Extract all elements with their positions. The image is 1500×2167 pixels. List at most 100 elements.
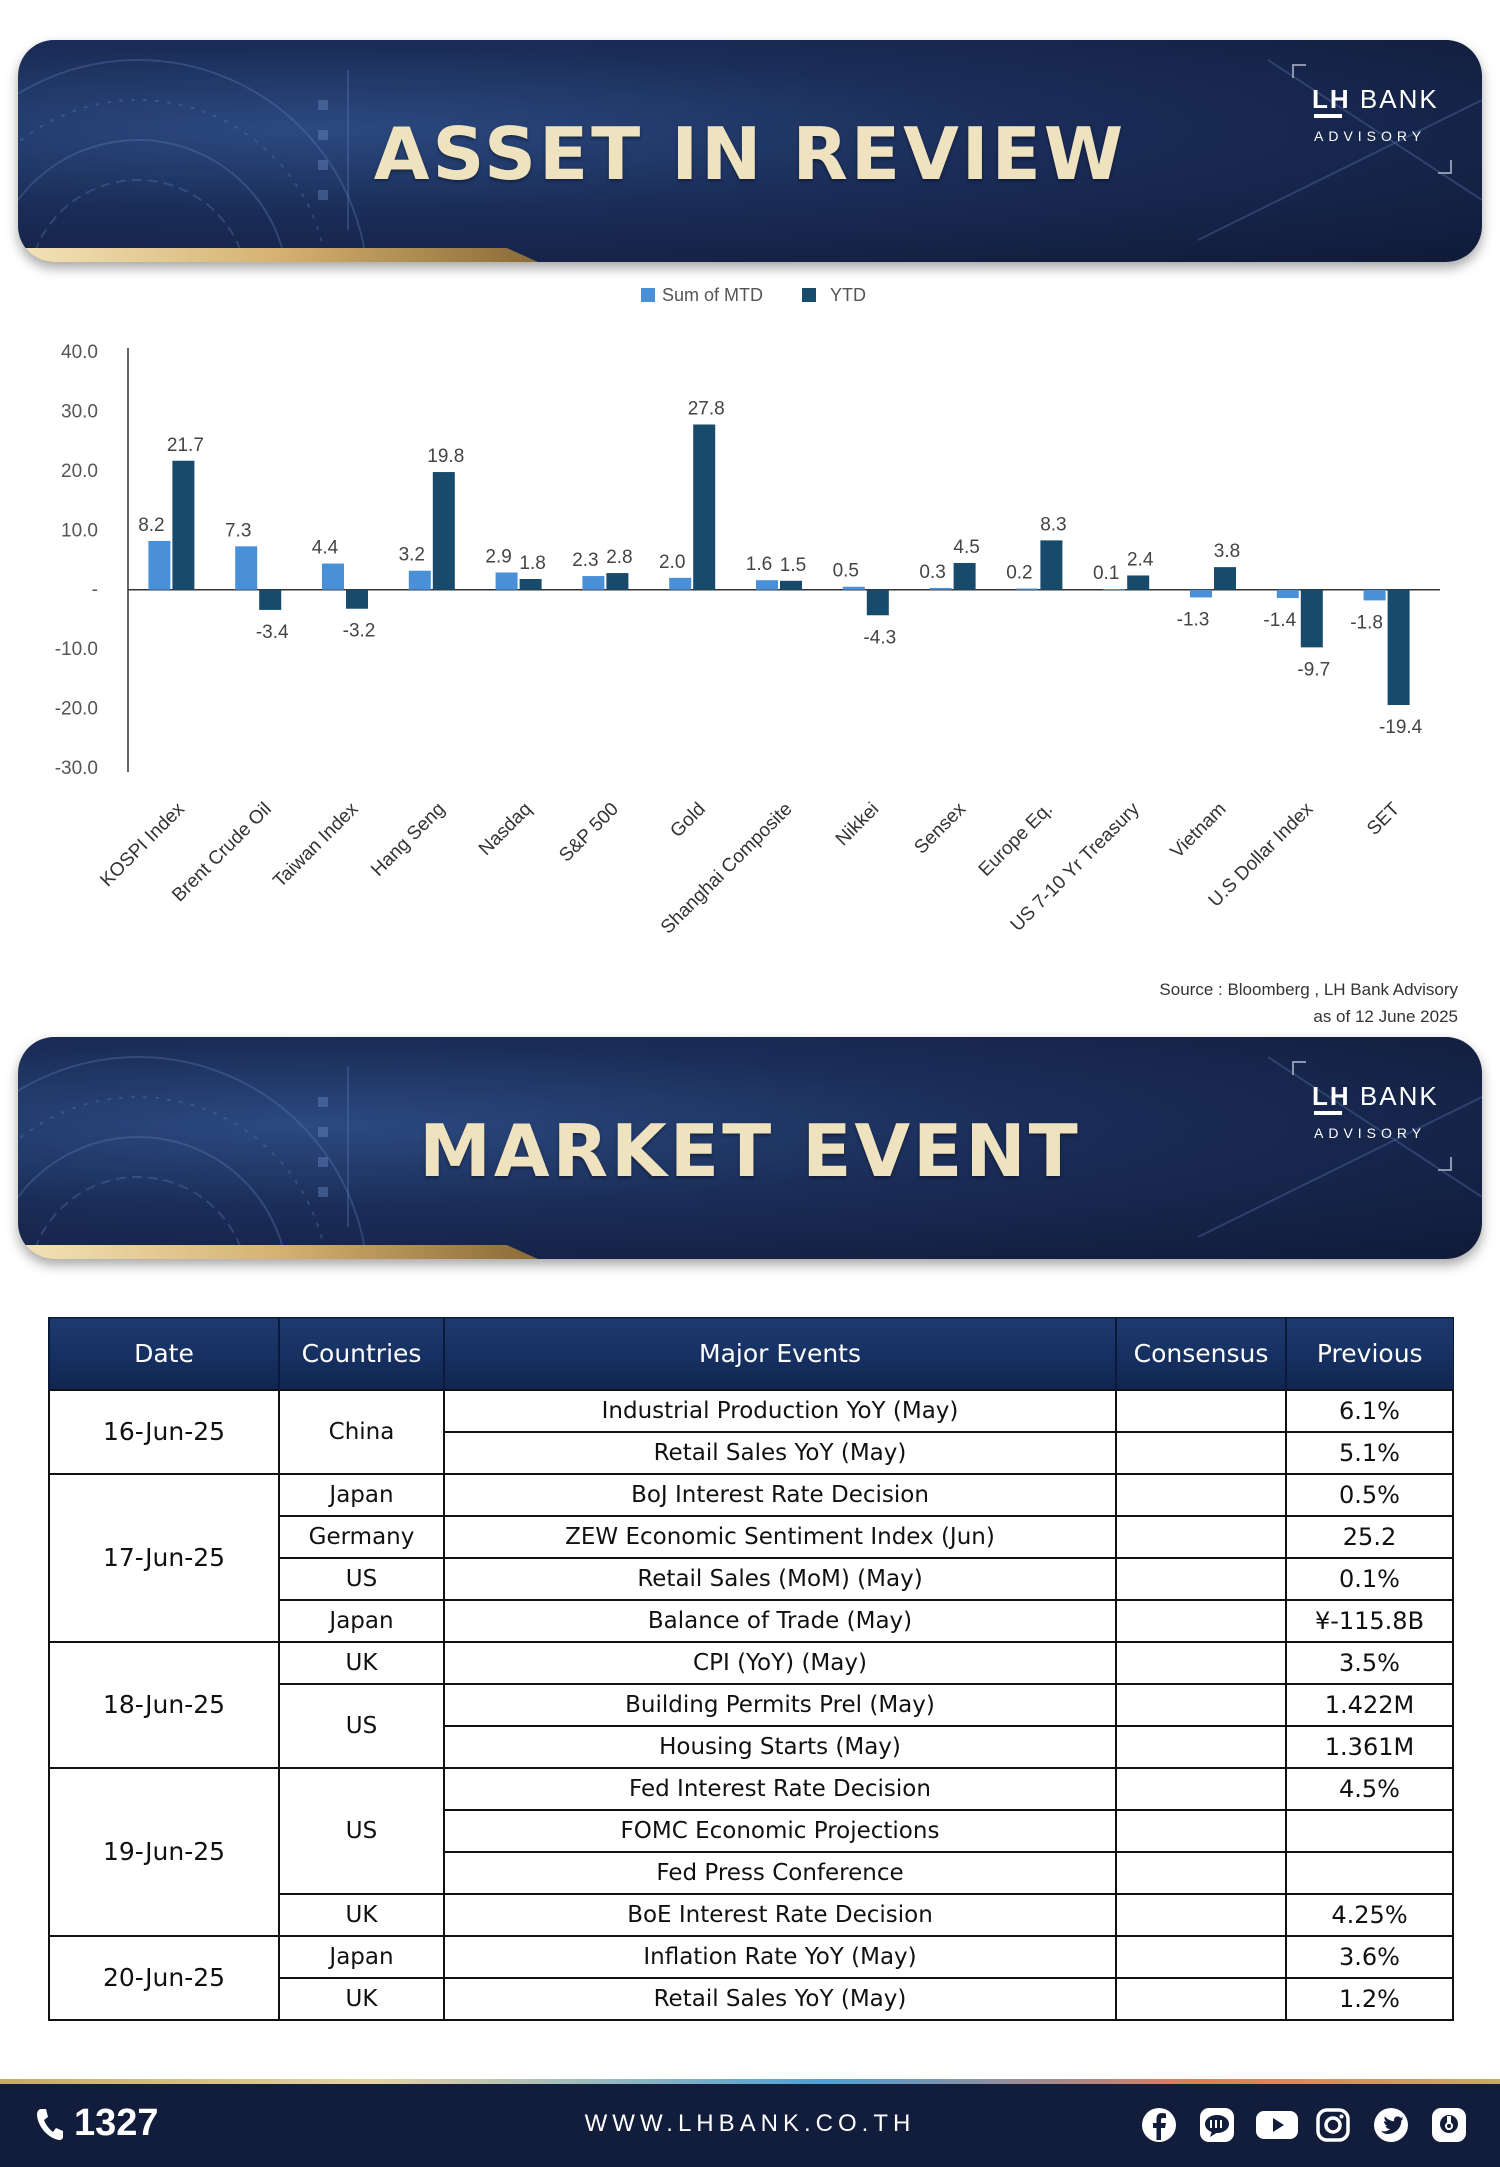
bar-ytd [519, 579, 542, 590]
youtube-icon[interactable] [1254, 2104, 1298, 2146]
event-cell: Building Permits Prel (May) [443, 1682, 1117, 1727]
bar-ytd [953, 562, 976, 590]
y-tick-label: - [92, 580, 98, 601]
event-cell: Housing Starts (May) [443, 1724, 1117, 1769]
data-label-ytd: 19.8 [427, 446, 464, 467]
table-row: UK Retail Sales YoY (May) 1.2% [49, 1976, 1454, 2021]
twitter-icon[interactable] [1370, 2104, 1412, 2146]
previous-cell: 4.5% [1285, 1766, 1454, 1811]
data-label-ytd: 3.8 [1214, 541, 1240, 562]
previous-cell: 25.2 [1285, 1514, 1454, 1559]
previous-cell: 1.361M [1285, 1724, 1454, 1769]
bar-ytd [1040, 540, 1063, 590]
data-label-mtd: 4.4 [312, 538, 339, 559]
chart-legend: Sum of MTD YTD [641, 285, 866, 305]
legend-swatch-mtd [641, 288, 655, 302]
x-category-label: Taiwan Index [269, 798, 363, 892]
data-label-mtd: 0.5 [833, 561, 859, 582]
lh-bank-advisory-logo: LH BANK ADVISORY [1292, 64, 1452, 174]
previous-cell: ¥-115.8B [1285, 1598, 1454, 1643]
bar-ytd [259, 589, 282, 610]
circuit-decoration [18, 59, 1482, 262]
x-category-label: SET [1363, 798, 1404, 839]
data-label-mtd: 2.3 [572, 550, 598, 571]
gold-accent-strip [18, 1245, 538, 1259]
facebook-icon[interactable] [1138, 2104, 1180, 2146]
country-cell: Japan [278, 1934, 445, 1979]
line-icon[interactable] [1196, 2104, 1238, 2146]
blockdit-icon[interactable] [1428, 2104, 1470, 2146]
x-category-label: Vietnam [1167, 799, 1231, 863]
y-tick-label: 30.0 [61, 401, 98, 422]
event-cell: Retail Sales (MoM) (May) [443, 1556, 1117, 1601]
bar-mtd [1190, 589, 1212, 598]
event-cell: FOMC Economic Projections [443, 1808, 1117, 1853]
data-label-ytd: 8.3 [1040, 514, 1066, 535]
event-cell: BoE Interest Rate Decision [443, 1892, 1117, 1937]
table-row: 17-Jun-25 Japan BoJ Interest Rate Decisi… [48, 1472, 1454, 1643]
table-row: Fed Press Conference [49, 1850, 1454, 1895]
date-cell: 19-Jun-25 [48, 1766, 280, 1937]
bar-mtd [148, 540, 171, 590]
data-label-mtd: 8.2 [138, 515, 164, 536]
data-label-ytd: 1.5 [780, 555, 806, 576]
previous-cell: 0.1% [1285, 1556, 1454, 1601]
consensus-cell [1115, 1934, 1287, 1979]
x-category-label: Nasdaq [475, 799, 536, 860]
x-category-label: Europe Eq. [975, 799, 1057, 881]
data-label-ytd: -3.4 [256, 622, 289, 643]
consensus-cell [1115, 1766, 1287, 1811]
consensus-cell [1115, 1430, 1287, 1475]
asset-performance-chart: Sum of MTD YTD 40.0 30.0 20.0 10.0 - -10.0 -20… [55, 285, 1440, 938]
legend-label-ytd: YTD [830, 285, 866, 305]
data-label-mtd: 2.0 [659, 552, 685, 573]
previous-cell: 6.1% [1285, 1388, 1454, 1433]
previous-cell: 0.5% [1285, 1472, 1454, 1517]
data-label-ytd: 27.8 [688, 399, 725, 420]
previous-cell [1285, 1850, 1454, 1895]
country-cell: Japan [278, 1472, 445, 1517]
instagram-icon[interactable] [1312, 2104, 1354, 2146]
x-category-label: Hang Seng [367, 799, 449, 881]
country-cell: Germany [278, 1514, 445, 1559]
bar-mtd [582, 576, 605, 590]
x-category-label: Gold [667, 799, 710, 842]
date-cell: 16-Jun-25 [48, 1388, 280, 1475]
bar-mtd [235, 546, 258, 590]
legend-swatch-ytd [802, 288, 816, 302]
y-tick-label: 20.0 [61, 461, 98, 482]
lh-bank-advisory-logo: LH BANK ADVISORY [1292, 1061, 1452, 1171]
table-row: UK BoE Interest Rate Decision 4.25% [49, 1892, 1454, 1937]
bar-mtd [669, 577, 692, 590]
x-category-label: KOSPI Index [96, 798, 189, 891]
event-cell: ZEW Economic Sentiment Index (Jun) [443, 1514, 1117, 1559]
consensus-cell [1115, 1682, 1287, 1727]
date-cell: 20-Jun-25 [48, 1934, 280, 2021]
previous-cell: 5.1% [1285, 1430, 1454, 1475]
bar-ytd [1387, 589, 1410, 706]
event-cell: Inflation Rate YoY (May) [443, 1934, 1117, 1979]
previous-cell: 1.422M [1285, 1682, 1454, 1727]
y-tick-label: -20.0 [55, 699, 98, 720]
website-url[interactable]: WWW.LHBANK.CO.TH [584, 2110, 916, 2137]
x-category-label: Nikkei [832, 799, 883, 850]
data-label-mtd: 1.6 [746, 554, 772, 575]
consensus-cell [1115, 1976, 1287, 2021]
table-row: 16-Jun-25 China Industrial Production Yo… [48, 1388, 1454, 1475]
bar-ytd [1127, 575, 1150, 590]
call-center-number[interactable]: 1327 [74, 2102, 159, 2144]
market-events-table: Date Countries Major Events Consensus Pr… [48, 1317, 1454, 2021]
table-row: 18-Jun-25 UK CPI (YoY) (May) 3.5% [48, 1640, 1454, 1769]
data-label-ytd: -3.2 [343, 621, 376, 642]
data-label-mtd: 0.2 [1006, 563, 1032, 584]
y-tick-label: -30.0 [55, 758, 98, 779]
table-row: Retail Sales YoY (May) 5.1% [49, 1430, 1454, 1475]
bar-mtd [495, 572, 518, 590]
event-cell: Balance of Trade (May) [443, 1598, 1117, 1643]
table-row: US Building Permits Prel (May) 1.422M [49, 1682, 1454, 1769]
previous-cell [1285, 1808, 1454, 1853]
bar-ytd [172, 460, 195, 590]
consensus-cell [1115, 1514, 1287, 1559]
country-cell: UK [278, 1892, 445, 1937]
chart-source: Source : Bloomberg , LH Bank Advisory as… [1159, 976, 1458, 1030]
